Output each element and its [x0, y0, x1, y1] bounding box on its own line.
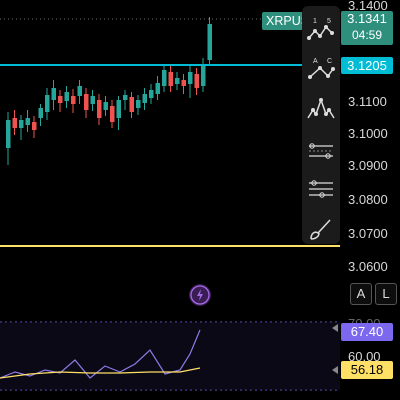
candles	[6, 17, 212, 165]
rsi-ma-value-tag: 56.18	[341, 361, 393, 379]
parallel-lines-icon[interactable]	[306, 174, 336, 204]
collapse-arrow-icon[interactable]	[332, 366, 338, 374]
collapse-arrow-icon[interactable]	[332, 324, 338, 332]
price-tick: 3.0600	[348, 259, 388, 274]
candlestick-chart[interactable]	[0, 0, 340, 395]
candle-body	[155, 83, 160, 94]
head-shoulders-icon[interactable]	[306, 94, 336, 124]
candle-body	[188, 72, 193, 84]
rsi-band-fill	[0, 322, 340, 390]
candle-body	[64, 92, 69, 101]
log-scale-button[interactable]: L	[375, 283, 397, 305]
flash-icon[interactable]	[189, 284, 211, 306]
candle-countdown: 04:59	[351, 28, 383, 42]
candle-body	[175, 78, 180, 84]
candle-body	[45, 95, 50, 112]
wave-mark: A	[313, 58, 318, 65]
horizontal-ray-icon[interactable]	[306, 136, 336, 166]
candle-body	[123, 95, 128, 100]
level-price-tag: 3.1205	[341, 57, 393, 74]
candle-body	[12, 118, 17, 128]
candle-body	[129, 97, 134, 112]
current-price-tag: 3.1341 04:59	[341, 11, 393, 45]
wave-mark: 1	[313, 18, 317, 25]
candle-body	[201, 66, 206, 86]
price-tick: 3.0700	[348, 226, 388, 241]
candle-body	[116, 100, 121, 118]
price-tick: 3.1400	[348, 0, 388, 13]
candle-body	[207, 24, 212, 60]
rsi-tick: 60.00	[348, 349, 381, 364]
candle-body	[38, 108, 43, 118]
candle-body	[136, 100, 141, 108]
candle-body	[25, 118, 30, 125]
symbol-tag: XRPUSDT	[262, 12, 312, 30]
brush-icon[interactable]	[306, 214, 336, 244]
rsi-ma-line	[0, 367, 201, 379]
wave-mark: 5	[327, 18, 331, 25]
candle-body	[71, 96, 76, 104]
candle-body	[142, 94, 147, 103]
candle-body	[32, 122, 37, 130]
candle-body	[97, 100, 102, 118]
rsi-value-tag: 67.40	[341, 323, 393, 341]
auto-scale-button[interactable]: A	[350, 283, 372, 305]
price-tick: 3.1100	[348, 94, 387, 109]
candle-body	[6, 120, 11, 148]
wave-mark: C	[327, 58, 332, 65]
candle-body	[84, 94, 89, 110]
candle-body	[149, 90, 154, 98]
candle-body	[181, 80, 186, 86]
candle-body	[162, 70, 167, 86]
price-tick: 3.0900	[348, 158, 388, 173]
price-tick: 3.0800	[348, 192, 388, 207]
candle-body	[77, 86, 82, 96]
candle-body	[19, 120, 24, 128]
candle-body	[110, 106, 115, 122]
candle-body	[194, 74, 199, 88]
candle-body	[103, 102, 108, 110]
price-tick: 3.1000	[348, 126, 388, 141]
candle-body	[90, 96, 95, 104]
candle-body	[58, 96, 63, 103]
candle-body	[51, 88, 56, 100]
current-price-value: 3.1341	[347, 11, 387, 26]
candle-body	[168, 72, 173, 86]
